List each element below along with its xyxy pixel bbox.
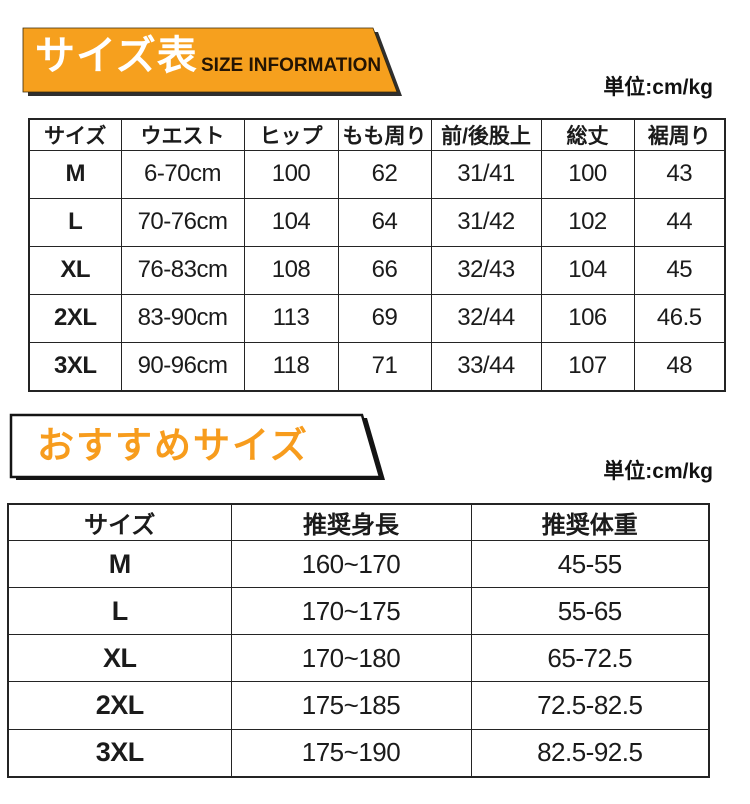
- value-cell: 45-55: [470, 539, 710, 589]
- table-row: XL 76-83cm 108 66 32/43 104 45: [28, 245, 726, 295]
- value-cell: 104: [243, 197, 339, 247]
- value-cell: 33/44: [430, 341, 542, 392]
- value-cell: 44: [633, 197, 726, 247]
- value-cell: 170~180: [230, 634, 472, 683]
- value-cell: 82.5-92.5: [470, 728, 710, 778]
- value-cell: 108: [243, 245, 339, 295]
- column-header: もも周り: [337, 118, 432, 151]
- value-cell: 107: [540, 341, 635, 392]
- column-header: 総丈: [540, 118, 635, 151]
- size-cell: M: [28, 150, 122, 199]
- size-cell: 3XL: [28, 341, 122, 392]
- size-cell: 2XL: [28, 293, 122, 343]
- recommend-table-container: サイズ 推奨身長 推奨体重 M 160~170 45-55 L 170~175 55-65 XL…: [7, 503, 710, 778]
- value-cell: 100: [243, 150, 339, 199]
- value-cell: 65-72.5: [470, 634, 710, 683]
- column-header: 前/後股上: [430, 118, 542, 151]
- size-cell: XL: [28, 245, 122, 295]
- column-header: 裾周り: [633, 118, 726, 151]
- size-cell: 2XL: [7, 681, 232, 730]
- table-row: M 6-70cm 100 62 31/41 100 43: [28, 150, 726, 199]
- column-header: 推奨体重: [470, 503, 710, 541]
- recommended-size-title: おすすめサイズ: [37, 425, 309, 466]
- value-cell: 6-70cm: [120, 150, 245, 199]
- size-cell: XL: [7, 634, 232, 683]
- size-cell: L: [7, 587, 232, 636]
- unit-label-bottom: 単位:cm/kg: [603, 460, 713, 483]
- banner2-shape: [9, 413, 382, 479]
- column-header: ウエスト: [120, 118, 245, 151]
- recommended-size-banner: おすすめサイズ: [7, 408, 427, 494]
- value-cell: 31/42: [430, 197, 542, 247]
- column-header: サイズ: [28, 118, 122, 151]
- value-cell: 175~185: [230, 681, 472, 730]
- size-cell: 3XL: [7, 728, 232, 778]
- value-cell: 31/41: [430, 150, 542, 199]
- value-cell: 32/43: [430, 245, 542, 295]
- value-cell: 118: [243, 341, 339, 392]
- page-subtitle: SIZE INFORMATION: [201, 55, 382, 76]
- value-cell: 106: [540, 293, 635, 343]
- table-row: 2XL 175~185 72.5-82.5: [7, 681, 710, 730]
- value-cell: 45: [633, 245, 726, 295]
- value-cell: 83-90cm: [120, 293, 245, 343]
- header-row: サイズ ウエスト ヒップ もも周り 前/後股上 総丈 裾周り: [28, 118, 726, 151]
- value-cell: 70-76cm: [120, 197, 245, 247]
- column-header: ヒップ: [243, 118, 339, 151]
- value-cell: 90-96cm: [120, 341, 245, 392]
- table-row: L 70-76cm 104 64 31/42 102 44: [28, 197, 726, 247]
- value-cell: 76-83cm: [120, 245, 245, 295]
- value-cell: 55-65: [470, 587, 710, 636]
- value-cell: 170~175: [230, 587, 472, 636]
- value-cell: 72.5-82.5: [470, 681, 710, 730]
- size-table: サイズ ウエスト ヒップ もも周り 前/後股上 総丈 裾周り M 6-70cm 100 62 31/…: [28, 118, 726, 392]
- table-row: 3XL 90-96cm 118 71 33/44 107 48: [28, 341, 726, 392]
- size-cell: L: [28, 197, 122, 247]
- size-cell: M: [7, 539, 232, 589]
- value-cell: 104: [540, 245, 635, 295]
- header-row: サイズ 推奨身長 推奨体重: [7, 503, 710, 541]
- unit-label-top: 単位:cm/kg: [603, 76, 713, 99]
- value-cell: 46.5: [633, 293, 726, 343]
- banner2-shape-graphic: [9, 413, 385, 480]
- column-header: サイズ: [7, 503, 232, 541]
- table-row: M 160~170 45-55: [7, 539, 710, 589]
- size-table-container: サイズ ウエスト ヒップ もも周り 前/後股上 総丈 裾周り M 6-70cm 100 62 31/…: [28, 118, 726, 392]
- value-cell: 100: [540, 150, 635, 199]
- value-cell: 64: [337, 197, 432, 247]
- value-cell: 43: [633, 150, 726, 199]
- page-title: サイズ表: [35, 34, 198, 78]
- value-cell: 102: [540, 197, 635, 247]
- size-chart-banner: サイズ表 SIZE INFORMATION: [17, 24, 437, 104]
- recommend-table: サイズ 推奨身長 推奨体重 M 160~170 45-55 L 170~175 55-65 XL…: [7, 503, 710, 778]
- table-row: 2XL 83-90cm 113 69 32/44 106 46.5: [28, 293, 726, 343]
- table-row: 3XL 175~190 82.5-92.5: [7, 728, 710, 778]
- value-cell: 48: [633, 341, 726, 392]
- value-cell: 160~170: [230, 539, 472, 589]
- value-cell: 69: [337, 293, 432, 343]
- banner-shape: [22, 27, 398, 93]
- table-row: XL 170~180 65-72.5: [7, 634, 710, 683]
- banner-shape-graphic: [22, 27, 402, 96]
- value-cell: 66: [337, 245, 432, 295]
- value-cell: 175~190: [230, 728, 472, 778]
- value-cell: 32/44: [430, 293, 542, 343]
- column-header: 推奨身長: [230, 503, 472, 541]
- table-row: L 170~175 55-65: [7, 587, 710, 636]
- value-cell: 71: [337, 341, 432, 392]
- value-cell: 113: [243, 293, 339, 343]
- value-cell: 62: [337, 150, 432, 199]
